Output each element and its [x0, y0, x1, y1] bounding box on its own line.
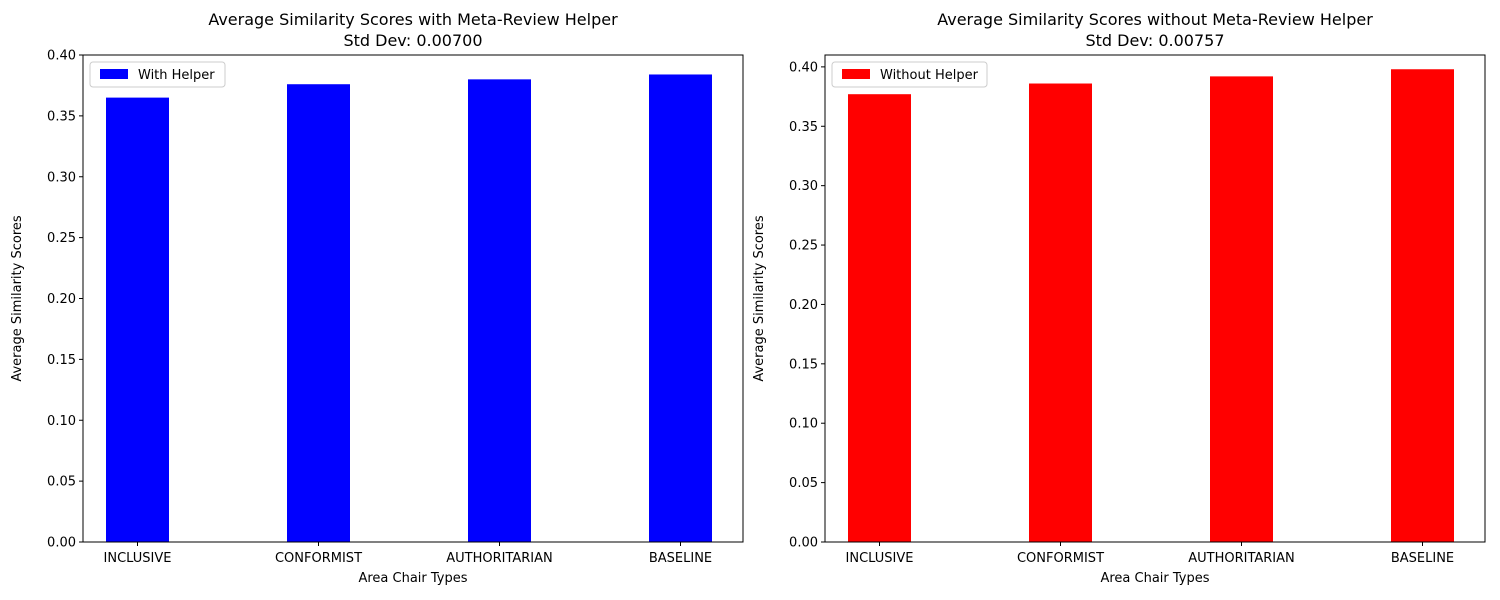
- bar-authoritarian: [1210, 76, 1273, 542]
- legend-swatch: [842, 69, 870, 79]
- y-tick-label: 0.05: [789, 476, 818, 491]
- subplot-1: 0.00 0.05 0.10 0.15 0.20 0.25 0.30 0.35 0.40 INCL…: [10, 10, 744, 586]
- legend: With Helper: [89, 61, 226, 88]
- y-tick-label: 0.25: [47, 231, 76, 246]
- y-tick-label: 0.20: [789, 298, 818, 313]
- x-axis-label: Area Chair Types: [358, 571, 467, 586]
- bar-baseline: [1391, 69, 1454, 542]
- y-tick-label: 0.15: [47, 353, 76, 368]
- x-tick-label: INCLUSIVE: [846, 551, 914, 566]
- subplot-2: 0.00 0.05 0.10 0.15 0.20 0.25 0.30 0.35 0.40 INCL…: [752, 10, 1486, 586]
- bar-authoritarian: [468, 79, 531, 542]
- bar-inclusive: [848, 94, 911, 542]
- legend: Without Helper: [831, 61, 988, 88]
- legend-label: Without Helper: [880, 68, 979, 83]
- x-tick-label: AUTHORITARIAN: [1188, 551, 1295, 566]
- y-tick-label: 0.40: [47, 49, 76, 64]
- y-tick-label: 0.10: [47, 414, 76, 429]
- y-tick-label: 0.30: [789, 179, 818, 194]
- y-tick-label: 0.30: [47, 170, 76, 185]
- chart-title: Average Similarity Scores without Meta-R…: [937, 10, 1373, 29]
- y-axis-label: Average Similarity Scores: [10, 215, 25, 382]
- y-tick-label: 0.40: [789, 60, 818, 75]
- y-tick-label: 0.15: [789, 357, 818, 372]
- bar-inclusive: [106, 97, 169, 543]
- axes-frame: [82, 54, 744, 543]
- axes-frame: [824, 54, 1486, 543]
- legend-swatch: [100, 69, 128, 79]
- y-tick-label: 0.20: [47, 292, 76, 307]
- bar-conformist: [1029, 83, 1092, 542]
- y-tick-label: 0.10: [789, 417, 818, 432]
- x-tick-label: BASELINE: [649, 551, 712, 566]
- legend-box: [831, 61, 988, 88]
- x-tick-label: CONFORMIST: [1017, 551, 1104, 566]
- y-tick-label: 0.35: [47, 109, 76, 124]
- chart-subtitle: Std Dev: 0.00700: [343, 31, 482, 50]
- x-tick-label: CONFORMIST: [275, 551, 362, 566]
- legend-box: [89, 61, 226, 88]
- y-tick-label: 0.00: [789, 536, 818, 551]
- legend-label: With Helper: [138, 68, 215, 83]
- x-tick-label: INCLUSIVE: [104, 551, 172, 566]
- x-tick-label: AUTHORITARIAN: [446, 551, 553, 566]
- y-tick-label: 0.25: [789, 239, 818, 254]
- x-axis-label: Area Chair Types: [1100, 571, 1209, 586]
- chart-title: Average Similarity Scores with Meta-Revi…: [208, 10, 618, 29]
- x-tick-label: BASELINE: [1391, 551, 1454, 566]
- bar-baseline: [649, 74, 712, 542]
- y-tick-label: 0.05: [47, 475, 76, 490]
- bar-conformist: [287, 84, 350, 542]
- chart-subtitle: Std Dev: 0.00757: [1085, 31, 1224, 50]
- y-axis-label: Average Similarity Scores: [752, 215, 767, 382]
- y-tick-label: 0.00: [47, 536, 76, 551]
- y-tick-label: 0.35: [789, 120, 818, 135]
